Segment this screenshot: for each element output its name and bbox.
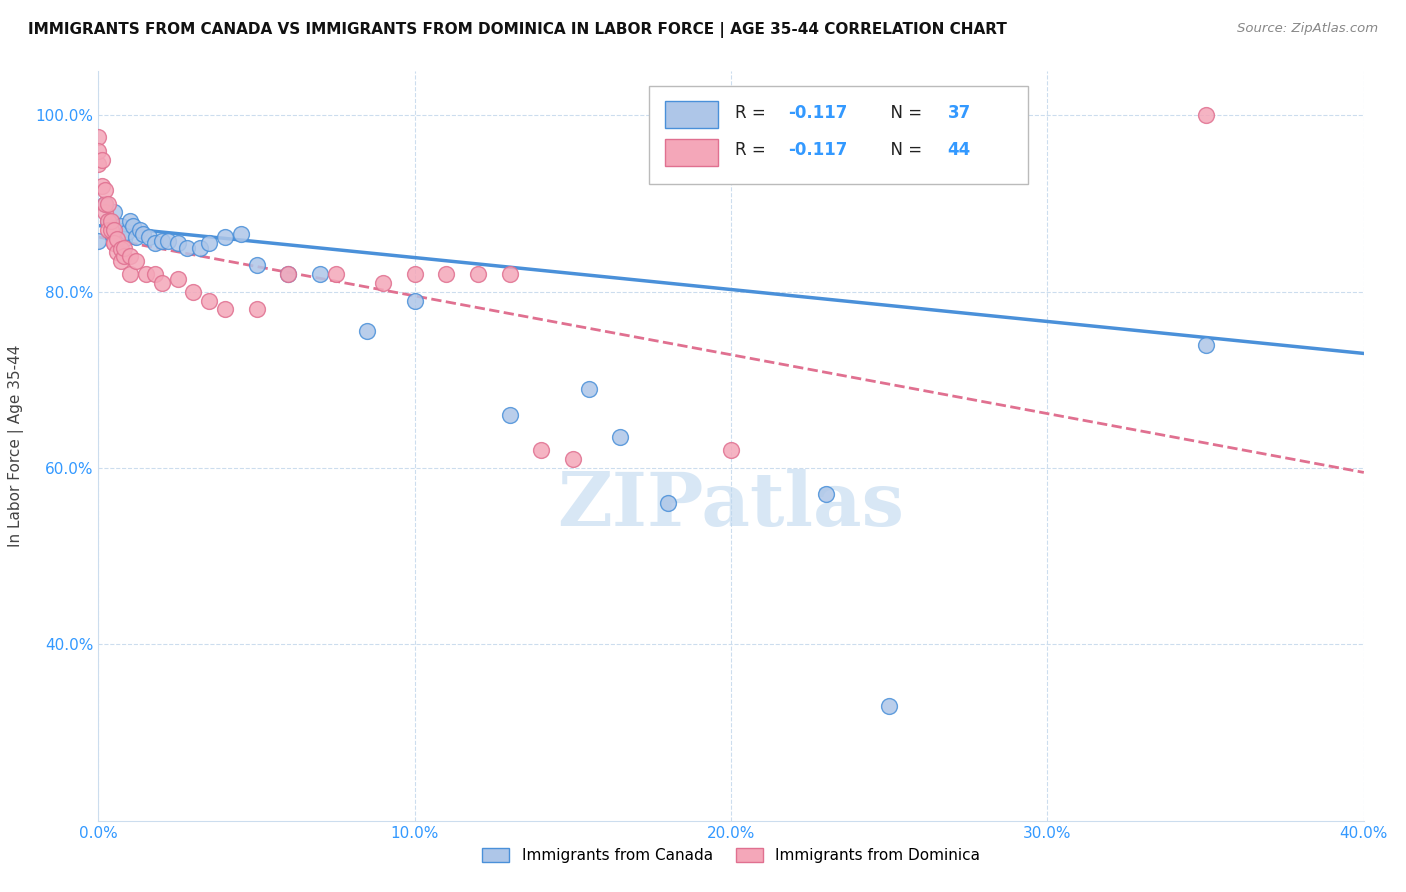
- Legend: Immigrants from Canada, Immigrants from Dominica: Immigrants from Canada, Immigrants from …: [475, 842, 987, 869]
- Point: [135, 267, 157, 281]
- Point: [120, 214, 141, 228]
- Point: [97, 214, 120, 228]
- Point: [93, 183, 117, 197]
- Point: [87, 144, 110, 158]
- Point: [103, 236, 125, 251]
- Point: [404, 267, 426, 281]
- Point: [138, 230, 160, 244]
- Text: -0.117: -0.117: [789, 141, 848, 159]
- Point: [877, 699, 900, 714]
- Point: [120, 267, 141, 281]
- Point: [107, 245, 129, 260]
- Point: [87, 130, 110, 145]
- Point: [498, 267, 520, 281]
- Point: [110, 219, 132, 233]
- Point: [609, 430, 631, 444]
- Point: [356, 325, 378, 339]
- Text: R =: R =: [735, 141, 770, 159]
- Point: [150, 234, 173, 248]
- Point: [128, 223, 150, 237]
- Point: [145, 267, 166, 281]
- Point: [110, 253, 132, 268]
- Point: [90, 153, 112, 167]
- Point: [198, 236, 221, 251]
- Point: [107, 223, 129, 237]
- Text: N =: N =: [880, 103, 928, 121]
- Point: [176, 241, 198, 255]
- Point: [103, 223, 125, 237]
- Point: [198, 293, 221, 308]
- Point: [657, 496, 679, 510]
- Point: [145, 236, 166, 251]
- Point: [132, 227, 155, 242]
- Point: [277, 267, 299, 281]
- Point: [467, 267, 489, 281]
- Point: [112, 232, 135, 246]
- Point: [87, 157, 110, 171]
- Text: -0.117: -0.117: [789, 103, 848, 121]
- Point: [561, 452, 585, 467]
- Point: [498, 408, 520, 422]
- Point: [93, 205, 117, 219]
- Point: [404, 293, 426, 308]
- Point: [157, 234, 180, 248]
- Point: [214, 302, 236, 317]
- Point: [166, 236, 188, 251]
- Point: [97, 223, 120, 237]
- Point: [578, 382, 600, 396]
- Point: [97, 196, 120, 211]
- Point: [277, 267, 299, 281]
- Point: [100, 223, 122, 237]
- Point: [325, 267, 347, 281]
- Point: [107, 232, 129, 246]
- Point: [100, 216, 122, 230]
- Point: [720, 443, 742, 458]
- Text: 44: 44: [948, 141, 970, 159]
- Text: ZIPatlas: ZIPatlas: [558, 469, 904, 542]
- Point: [115, 225, 138, 239]
- Point: [103, 223, 125, 237]
- Text: R =: R =: [735, 103, 770, 121]
- Point: [229, 227, 252, 242]
- Point: [246, 258, 269, 272]
- Text: Source: ZipAtlas.com: Source: ZipAtlas.com: [1237, 22, 1378, 36]
- Point: [166, 271, 188, 285]
- Text: 37: 37: [948, 103, 970, 121]
- Text: IMMIGRANTS FROM CANADA VS IMMIGRANTS FROM DOMINICA IN LABOR FORCE | AGE 35-44 CO: IMMIGRANTS FROM CANADA VS IMMIGRANTS FRO…: [28, 22, 1007, 38]
- Point: [309, 267, 332, 281]
- Point: [120, 250, 141, 264]
- Point: [93, 196, 117, 211]
- Point: [122, 219, 145, 233]
- Point: [110, 243, 132, 257]
- Point: [125, 253, 148, 268]
- Point: [103, 205, 125, 219]
- Point: [125, 230, 148, 244]
- FancyBboxPatch shape: [665, 138, 718, 166]
- Point: [90, 178, 112, 193]
- Point: [183, 285, 205, 299]
- Text: N =: N =: [880, 141, 928, 159]
- Point: [103, 236, 125, 251]
- Point: [371, 276, 394, 290]
- Point: [214, 230, 236, 244]
- Point: [112, 241, 135, 255]
- Point: [112, 250, 135, 264]
- Point: [100, 214, 122, 228]
- Point: [87, 235, 110, 249]
- Point: [150, 276, 173, 290]
- Point: [436, 267, 458, 281]
- Point: [188, 241, 211, 255]
- Point: [246, 302, 269, 317]
- Point: [97, 214, 120, 228]
- Point: [530, 443, 553, 458]
- Point: [93, 196, 117, 211]
- Point: [814, 487, 837, 501]
- FancyBboxPatch shape: [648, 87, 1028, 184]
- FancyBboxPatch shape: [665, 101, 718, 128]
- Point: [1194, 108, 1216, 122]
- Y-axis label: In Labor Force | Age 35-44: In Labor Force | Age 35-44: [8, 345, 24, 547]
- Point: [1194, 337, 1216, 351]
